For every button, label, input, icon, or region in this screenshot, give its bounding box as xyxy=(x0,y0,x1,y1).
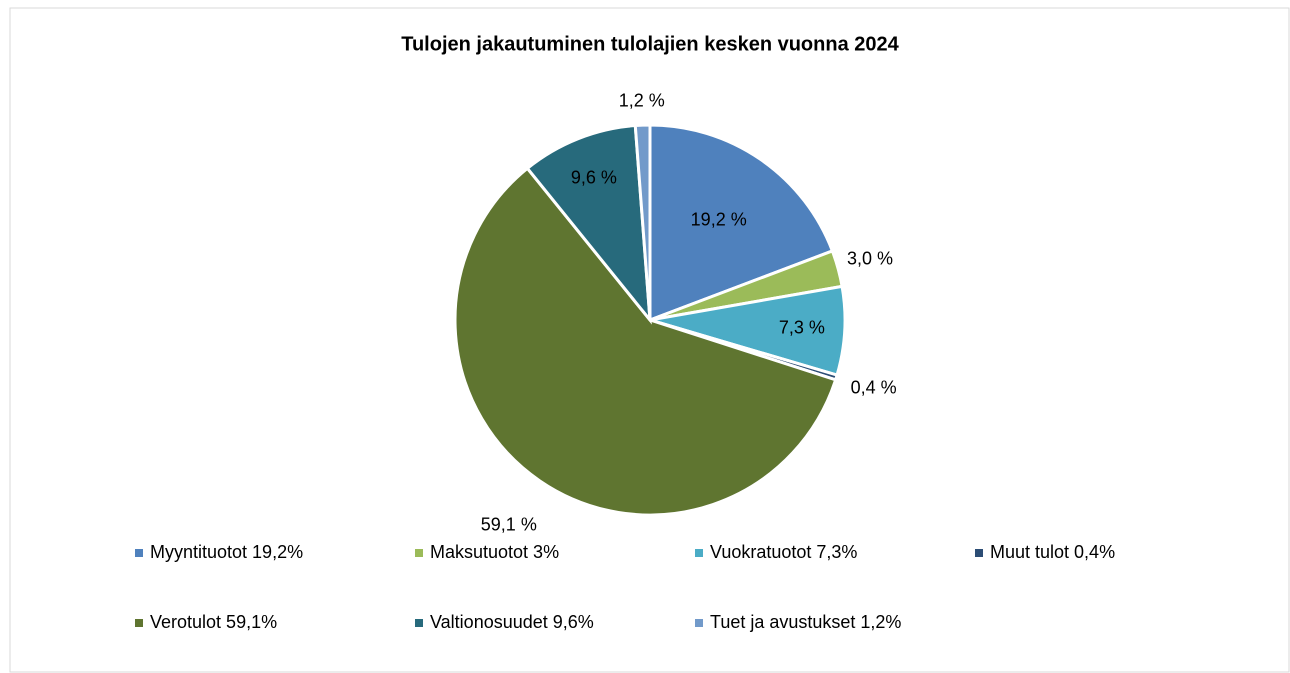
legend-label: Muut tulot 0,4% xyxy=(990,542,1115,562)
legend-label: Myyntituotot 19,2% xyxy=(150,542,303,562)
legend-label: Tuet ja avustukset 1,2% xyxy=(710,612,901,632)
legend-marker xyxy=(135,619,143,627)
legend-label: Verotulot 59,1% xyxy=(150,612,277,632)
legend-marker xyxy=(695,549,703,557)
data-label: 59,1 % xyxy=(481,515,537,535)
data-label: 19,2 % xyxy=(691,209,747,229)
legend-marker xyxy=(415,549,423,557)
legend-marker xyxy=(975,549,983,557)
legend-label: Vuokratuotot 7,3% xyxy=(710,542,857,562)
legend-label: Valtionosuudet 9,6% xyxy=(430,612,594,632)
legend-marker xyxy=(135,549,143,557)
pie-slice xyxy=(453,166,838,517)
pie-slice xyxy=(525,123,652,325)
data-label: 0,4 % xyxy=(851,378,897,398)
legend-marker xyxy=(415,619,423,627)
data-label: 1,2 % xyxy=(619,91,665,111)
data-label: 7,3 % xyxy=(779,317,825,337)
data-label: 9,6 % xyxy=(571,167,617,187)
data-label: 3,0 % xyxy=(847,248,893,268)
chart-title: Tulojen jakautuminen tulolajien kesken v… xyxy=(401,33,899,55)
legend-label: Maksutuotot 3% xyxy=(430,542,559,562)
legend-marker xyxy=(695,619,703,627)
pie-slice xyxy=(633,123,652,321)
pie-slice xyxy=(648,123,835,323)
